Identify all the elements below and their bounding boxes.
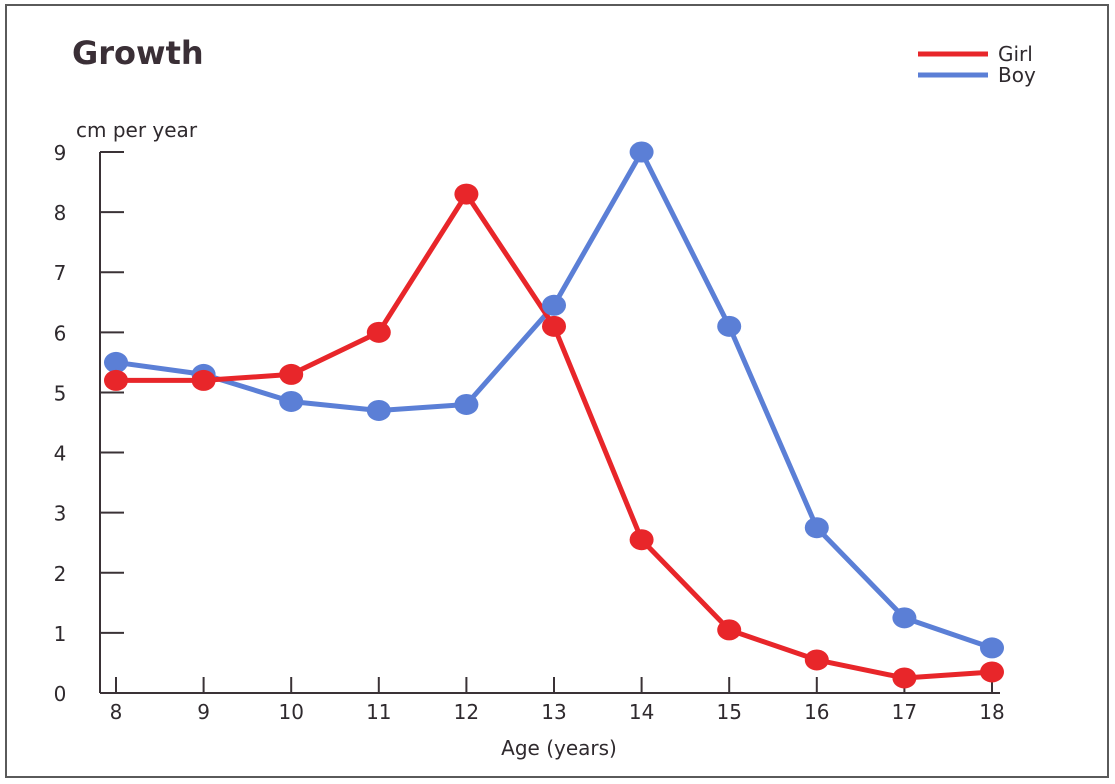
y-tick-label: 7 <box>54 261 67 285</box>
x-tick-label: 10 <box>278 700 303 724</box>
x-tick-label: 15 <box>716 700 741 724</box>
y-tick-label: 8 <box>54 201 67 225</box>
chart-title: Growth <box>72 34 204 72</box>
data-point-girl <box>366 321 391 343</box>
data-point-girl <box>629 529 654 551</box>
y-tick-label: 2 <box>54 562 67 586</box>
series-layer <box>104 141 1004 689</box>
x-tick-label: 16 <box>804 700 829 724</box>
x-tick-label: 18 <box>979 700 1004 724</box>
data-point-girl <box>717 619 742 641</box>
y-axis-label: cm per year <box>76 118 198 142</box>
y-tick-label: 9 <box>54 141 67 165</box>
x-tick-label: 8 <box>110 700 123 724</box>
x-tick-label: 9 <box>197 700 210 724</box>
y-tick-label: 3 <box>54 502 67 526</box>
y-tick-label: 6 <box>54 321 67 345</box>
data-point-boy <box>104 351 128 373</box>
y-tick-label: 4 <box>54 442 67 466</box>
data-point-girl <box>892 667 917 689</box>
data-point-girl <box>542 315 566 337</box>
data-point-girl <box>279 363 304 385</box>
data-point-boy <box>717 315 742 337</box>
x-axis-label: Age (years) <box>501 736 617 760</box>
data-point-boy <box>804 517 829 539</box>
chart-frame <box>5 4 1109 778</box>
data-point-girl <box>804 649 829 671</box>
x-tick-label: 17 <box>892 700 917 724</box>
data-point-boy <box>629 141 654 163</box>
series-line-boy <box>113 149 995 651</box>
legend-label-boy: Boy <box>998 63 1036 87</box>
data-point-girl <box>104 369 128 391</box>
legend-label-girl: Girl <box>998 42 1033 66</box>
data-point-boy <box>892 607 917 629</box>
series-line-girl <box>113 191 995 681</box>
x-tick-label: 14 <box>629 700 654 724</box>
x-tick-label: 11 <box>366 700 391 724</box>
y-tick-label: 5 <box>54 381 67 405</box>
data-point-boy <box>542 294 566 316</box>
y-tick-label: 0 <box>54 682 67 706</box>
x-tick-label: 12 <box>454 700 479 724</box>
y-tick-label: 1 <box>54 622 67 646</box>
x-tick-label: 13 <box>541 700 566 724</box>
data-point-girl <box>454 183 479 205</box>
legend: Girl Boy <box>918 42 1036 87</box>
data-point-girl <box>191 369 216 391</box>
data-point-boy <box>454 393 479 415</box>
data-point-boy <box>279 390 304 412</box>
data-point-girl <box>980 661 1004 683</box>
data-point-boy <box>980 637 1004 659</box>
data-point-boy <box>366 399 391 421</box>
